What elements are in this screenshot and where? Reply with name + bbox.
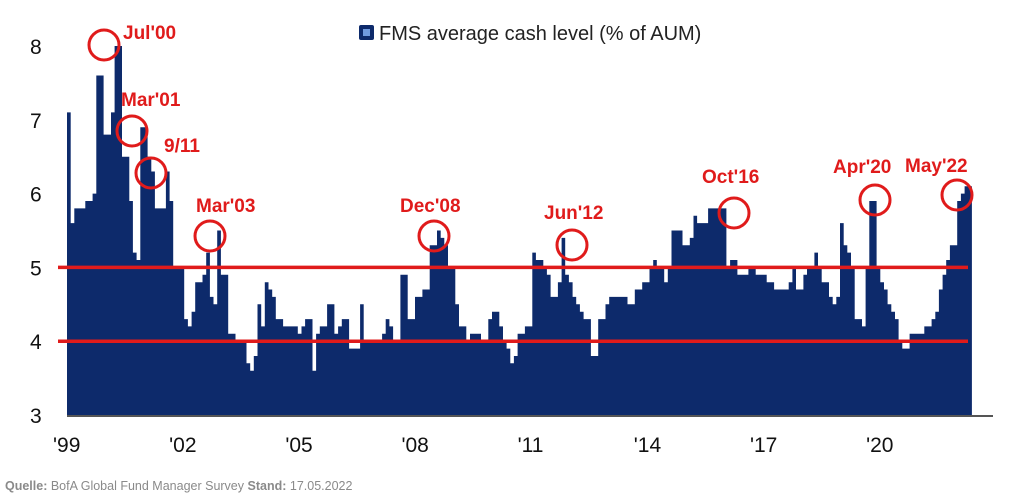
reference-lines [58,265,968,343]
x-tick-label: '02 [169,434,196,457]
cash-level-bars [67,46,972,415]
annotation-circle-icon [717,196,751,230]
annotation-label: Apr'20 [833,157,891,178]
x-tick-label: '14 [634,434,662,457]
source-label: Quelle: [5,479,48,493]
x-tick-label: '05 [285,434,312,457]
x-tick-label: '20 [866,434,893,457]
bar-series [67,46,972,415]
annotation-circle-icon [858,183,892,217]
date-text: 17.05.2022 [286,479,353,493]
annotations: Jul'00 Mar'01 9/11 Mar'03 Dec'08 Jun'12 Oct'16… [87,23,974,262]
annotation-label: Jun'12 [544,203,603,224]
annotation-circle-icon [940,178,974,212]
annotation-circle-icon [193,219,227,253]
y-tick-label: 8 [30,36,42,59]
date-label: Stand: [247,479,287,493]
legend: FMS average cash level (% of AUM) [359,23,701,45]
annotation-label: Mar'03 [196,196,255,217]
x-tick-label: '17 [750,434,777,457]
annotation-label: Mar'01 [121,90,181,111]
annotation-label: May'22 [905,156,968,177]
legend-swatch-inner [363,29,370,36]
y-tick-label: 4 [30,331,42,354]
y-tick-label: 6 [30,184,42,207]
y-tick-label: 3 [30,405,42,428]
y-tick-label: 7 [30,110,42,133]
legend-label: FMS average cash level (% of AUM) [379,23,701,45]
x-tick-label: '08 [401,434,428,457]
annotation-circle-icon [417,219,451,253]
source-note: Quelle: BofA Global Fund Manager Survey … [5,479,352,493]
annotation-circle-icon [115,114,149,148]
y-tick-label: 5 [30,257,42,280]
annotation-label: Jul'00 [123,23,176,44]
source-text: BofA Global Fund Manager Survey [47,479,248,493]
annotation-circle-icon [555,228,589,262]
annotation-label: Dec'08 [400,196,461,217]
annotation-circle-icon [87,28,121,62]
x-tick-label: '11 [518,434,544,457]
annotation-circle-icon [134,156,168,190]
x-axis: '99 '02 '05 '08 '11 '14 '17 '20 [53,434,893,457]
annotation-label: Oct'16 [702,167,759,188]
annotation-label: 9/11 [164,136,200,157]
y-axis: 3 4 5 6 7 8 [30,36,42,428]
x-tick-label: '99 [53,434,80,457]
